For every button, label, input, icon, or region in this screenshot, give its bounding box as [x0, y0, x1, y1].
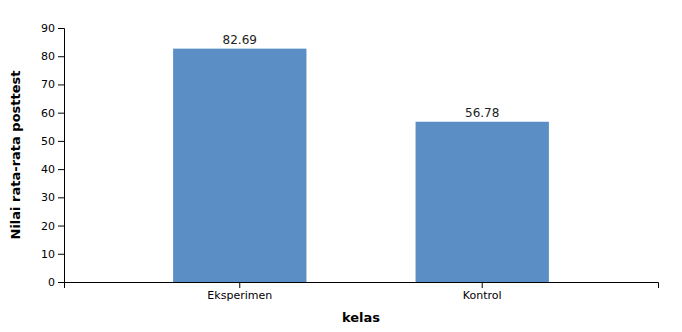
y-tick-label: 0: [48, 276, 55, 289]
x-axis: Eksperimen Kontrol: [65, 282, 659, 302]
plot-area: 0 10 20 30 40 50 60 70 80 90 Eksperimen Kontrol 82.6…: [41, 22, 659, 302]
x-tick-mark: [482, 282, 483, 288]
x-tick-label: Eksperimen: [207, 289, 272, 302]
y-tick: 90: [41, 22, 64, 35]
y-tick: 70: [41, 78, 64, 91]
y-axis-title: Nilai rata-rata posttest: [8, 71, 23, 240]
x-axis-line: [65, 283, 659, 289]
y-tick-label: 20: [41, 220, 55, 233]
data-labels: 82.69 56.78: [223, 33, 500, 120]
chart: 0 10 20 30 40 50 60 70 80 90 Eksperimen Kontrol 82.6…: [0, 0, 682, 332]
x-tick-mark: [239, 282, 240, 288]
y-tick-label: 50: [41, 135, 55, 148]
bars: [173, 49, 549, 282]
y-tick-mark: [58, 254, 64, 255]
data-label: 56.78: [465, 106, 499, 120]
y-tick-label: 80: [41, 50, 55, 63]
y-tick: 60: [41, 107, 64, 120]
y-tick-label: 40: [41, 163, 55, 176]
y-tick-mark: [58, 28, 64, 29]
y-tick-mark: [58, 141, 64, 142]
y-tick: 30: [41, 191, 64, 204]
data-label: 82.69: [223, 33, 257, 47]
y-tick-mark: [58, 197, 64, 198]
x-tick: Kontrol: [463, 282, 502, 302]
y-tick: 10: [41, 248, 64, 261]
y-tick-mark: [58, 169, 64, 170]
y-tick-mark: [58, 226, 64, 227]
y-tick-label: 70: [41, 78, 55, 91]
y-tick: 50: [41, 135, 64, 148]
chart-container: 0 10 20 30 40 50 60 70 80 90 Eksperimen Kontrol 82.6…: [0, 0, 682, 332]
y-tick: 0: [48, 276, 64, 289]
y-tick-label: 60: [41, 107, 55, 120]
y-axis: 0 10 20 30 40 50 60 70 80 90: [41, 22, 65, 289]
y-tick-mark: [58, 113, 64, 114]
y-tick-label: 30: [41, 191, 55, 204]
y-tick-mark: [58, 56, 64, 57]
y-tick-mark: [58, 282, 64, 283]
y-tick-label: 10: [41, 248, 55, 261]
bar: [173, 49, 306, 282]
y-tick-label: 90: [41, 22, 55, 35]
bar: [416, 122, 549, 282]
y-axis-line: [58, 29, 65, 283]
y-tick-mark: [58, 84, 64, 85]
y-tick: 80: [41, 50, 64, 63]
y-tick: 40: [41, 163, 64, 176]
x-tick-label: Kontrol: [463, 289, 502, 302]
y-tick: 20: [41, 220, 64, 233]
x-tick: Eksperimen: [207, 282, 272, 302]
x-axis-title: kelas: [342, 310, 380, 325]
